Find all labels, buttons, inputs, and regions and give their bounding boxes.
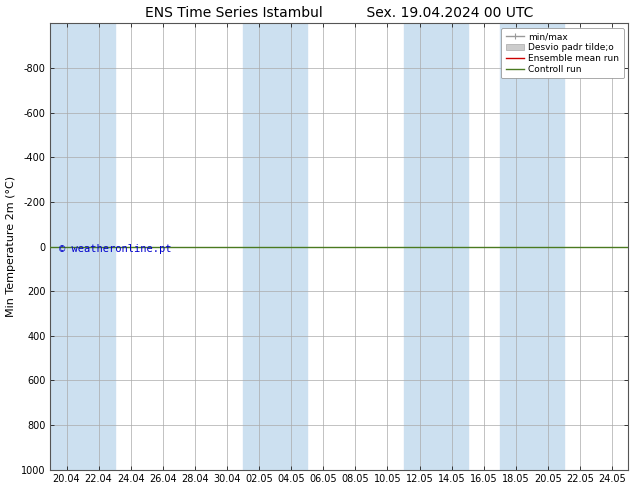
Legend: min/max, Desvio padr tilde;o, Ensemble mean run, Controll run: min/max, Desvio padr tilde;o, Ensemble m…: [501, 28, 624, 78]
Bar: [500, 24, 564, 469]
Y-axis label: Min Temperature 2m (°C): Min Temperature 2m (°C): [6, 176, 16, 317]
Title: ENS Time Series Istambul          Sex. 19.04.2024 00 UTC: ENS Time Series Istambul Sex. 19.04.2024…: [145, 5, 534, 20]
Bar: [51, 24, 115, 469]
Bar: [403, 24, 468, 469]
Text: © weatheronline.pt: © weatheronline.pt: [59, 245, 172, 254]
Bar: [243, 24, 307, 469]
